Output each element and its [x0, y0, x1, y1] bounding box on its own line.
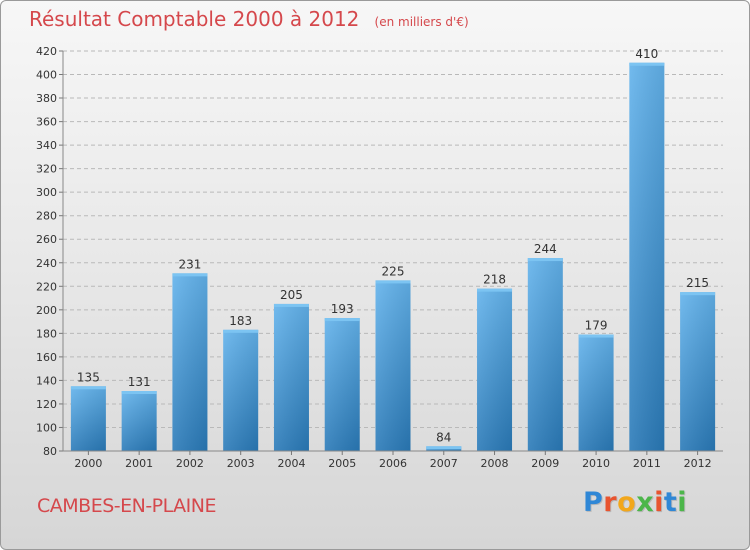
y-tick-label: 280 — [36, 210, 57, 223]
data-label: 135 — [77, 370, 100, 384]
bar-top-cap — [680, 292, 716, 296]
bar-shade — [629, 62, 665, 451]
y-tick-label: 220 — [36, 280, 57, 293]
x-tick-label: 2007 — [430, 457, 458, 470]
data-label: 225 — [382, 264, 405, 278]
bar-shade — [680, 292, 716, 451]
y-tick-label: 320 — [36, 163, 57, 176]
y-tick-label: 360 — [36, 116, 57, 129]
y-tick-label: 80 — [43, 445, 57, 458]
bar-top-cap — [223, 329, 259, 333]
x-tick-label: 2000 — [74, 457, 102, 470]
chart-title-text: Résultat Comptable 2000 à 2012 — [29, 7, 360, 31]
bar-top-cap — [121, 391, 157, 394]
y-tick-label: 200 — [36, 304, 57, 317]
y-axis: 80 100 120 140 160 180 200 220 240 260 280 300 320 34… — [36, 45, 64, 458]
x-tick-label: 2006 — [379, 457, 407, 470]
bar-top-cap — [172, 273, 208, 277]
bar-shade — [324, 318, 360, 451]
x-axis: 2000 2001 2002 2003 2004 2005 2006 2007 2008 2009… — [63, 450, 723, 470]
y-tick-label: 240 — [36, 257, 57, 270]
y-tick-label: 300 — [36, 186, 57, 199]
data-label: 215 — [686, 276, 709, 290]
x-tick-label: 2004 — [277, 457, 305, 470]
y-tick-label: 260 — [36, 233, 57, 246]
brand-letter: x — [636, 487, 655, 518]
data-label: 193 — [331, 302, 354, 316]
data-label: 131 — [128, 375, 151, 389]
chart-unit-label: (en milliers d'€) — [374, 15, 469, 29]
bar-shade — [273, 303, 309, 451]
bar-shade — [121, 391, 157, 451]
bar-top-cap — [70, 386, 106, 390]
bar-shade — [527, 258, 563, 451]
bar-top-cap — [578, 334, 614, 338]
y-tick-label: 340 — [36, 139, 57, 152]
data-label: 183 — [229, 314, 252, 328]
x-tick-label: 2003 — [227, 457, 255, 470]
brand-letter: r — [603, 487, 618, 518]
x-tick-label: 2010 — [582, 457, 610, 470]
data-label: 84 — [436, 430, 451, 444]
y-tick-label: 180 — [36, 327, 57, 340]
bar-shade — [477, 288, 513, 451]
brand-letter: i — [677, 487, 688, 518]
data-label: 410 — [635, 47, 658, 61]
bar-shade — [70, 386, 106, 451]
data-label: 231 — [178, 257, 201, 271]
chart-title: Résultat Comptable 2000 à 2012 (en milli… — [29, 7, 469, 31]
bar-top-cap — [324, 318, 360, 322]
data-label: 205 — [280, 288, 303, 302]
bar-shade — [375, 280, 411, 451]
bar-shade — [172, 273, 208, 451]
y-tick-label: 100 — [36, 421, 57, 434]
x-tick-label: 2009 — [531, 457, 559, 470]
y-tick-label: 160 — [36, 351, 57, 364]
x-tick-label: 2005 — [328, 457, 356, 470]
x-tick-label: 2002 — [176, 457, 204, 470]
y-tick-label: 120 — [36, 398, 57, 411]
bars: 135 131 231 183 205 193 225 84 218 244 179 410 215 — [70, 47, 716, 451]
bar-top-cap — [629, 62, 665, 66]
data-label: 179 — [585, 319, 608, 333]
y-tick-label: 140 — [36, 374, 57, 387]
data-label: 244 — [534, 242, 557, 256]
bar-shade — [578, 334, 614, 451]
x-tick-label: 2001 — [125, 457, 153, 470]
brand-letter: P — [583, 487, 604, 518]
brand-letter: t — [663, 487, 678, 518]
brand-letter: i — [654, 487, 664, 518]
proxiti-logo: Proxiti — [583, 487, 687, 518]
bar-top-cap — [273, 303, 309, 307]
x-tick-label: 2011 — [633, 457, 661, 470]
x-tick-label: 2008 — [481, 457, 509, 470]
x-tick-label: 2012 — [684, 457, 712, 470]
bar-top-cap — [477, 288, 513, 292]
bar-top-cap — [527, 258, 563, 262]
y-tick-label: 420 — [36, 45, 57, 58]
y-tick-label: 380 — [36, 92, 57, 105]
y-tick-label: 400 — [36, 69, 57, 82]
commune-name: CAMBES-EN-PLAINE — [37, 495, 217, 517]
bar-top-cap — [375, 280, 411, 284]
data-label: 218 — [483, 273, 506, 287]
brand-letter: o — [617, 487, 637, 518]
bar-shade — [223, 329, 259, 451]
bar-top-cap — [426, 446, 462, 450]
